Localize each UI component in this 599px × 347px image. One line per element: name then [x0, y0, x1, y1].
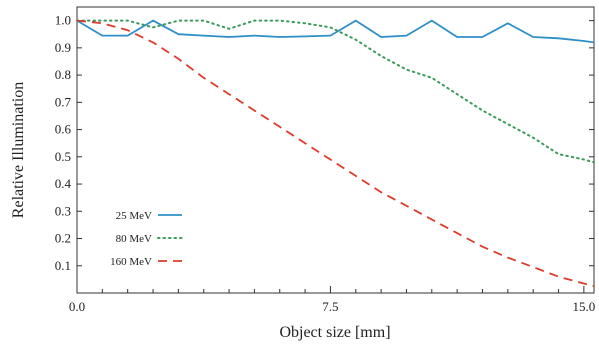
x-tick-label: 15.0	[572, 299, 595, 314]
series-layer	[76, 19, 595, 288]
x-tick-label: 0.0	[69, 299, 85, 314]
y-tick-label: 0.8	[55, 67, 71, 82]
y-tick-label: 0.3	[55, 203, 71, 218]
y-axis-title: Relative Illumination	[10, 82, 27, 218]
y-tick-label: 0.2	[55, 231, 71, 246]
series-line-25-mev	[76, 19, 595, 44]
series-line-160-mev	[76, 19, 595, 288]
y-tick-label: 0.9	[55, 40, 71, 55]
y-tick-label: 1.0	[55, 13, 71, 28]
y-tick-label: 0.5	[55, 149, 71, 164]
x-tick-label: 7.5	[322, 299, 338, 314]
y-tick-label: 0.1	[55, 258, 71, 273]
legend-label: 160 MeV	[110, 256, 152, 268]
y-tick-label: 0.6	[55, 122, 72, 137]
y-tick-label: 0.4	[55, 176, 72, 191]
y-tick-label: 0.7	[55, 94, 72, 109]
legend-label: 25 MeV	[116, 210, 152, 222]
y-axis-ticks: 0.1 0.2 0.3 0.4 0.5 0.6 0.7 0.8 0.9 1.0	[55, 13, 594, 273]
x-axis-ticks: 0.0 7.5 15.0	[69, 286, 595, 314]
legend: 25 MeV 80 MeV 160 MeV	[110, 210, 183, 268]
plot-frame	[76, 6, 595, 294]
legend-label: 80 MeV	[116, 233, 152, 245]
x-axis-title: Object size [mm]	[279, 324, 390, 341]
series-line-80-mev	[76, 19, 595, 164]
